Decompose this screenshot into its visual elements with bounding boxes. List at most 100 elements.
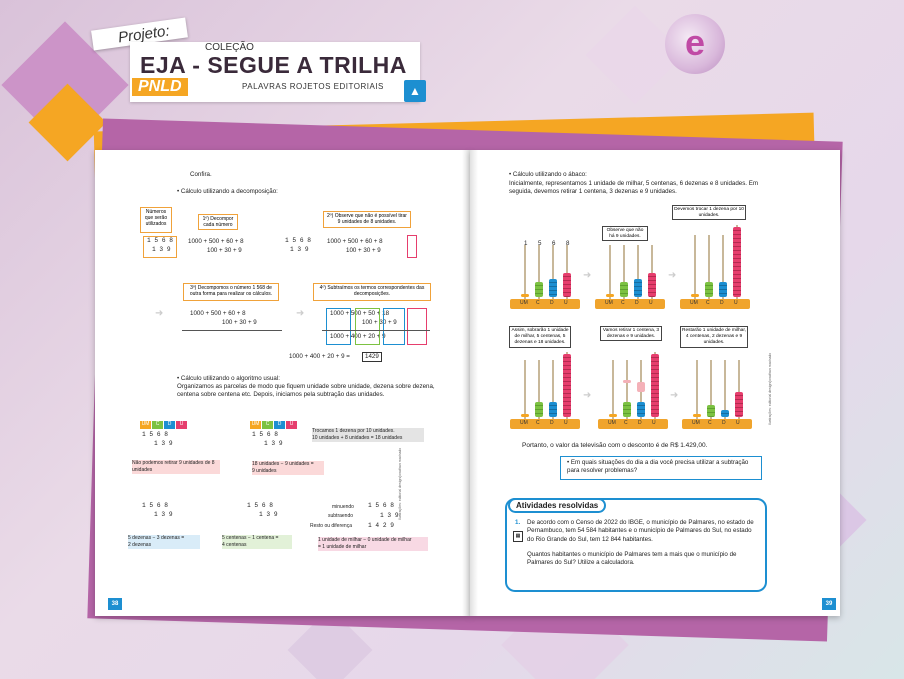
rod [694,235,696,300]
bead [721,410,729,417]
portanto-text: Portanto, o valor da televisão com o des… [522,442,708,449]
n2-value: 1 3 9 [152,246,171,253]
base-label-u: U [564,300,568,306]
a5-result: 1 4 2 9 [368,522,394,529]
bead [634,279,642,297]
col-num-6: 6 [552,240,556,247]
col-header-d: D [164,421,175,429]
bead [563,354,571,417]
e1-value: 1000 + 500 + 60 + 8 [190,310,246,317]
a3-note-line2: 2 dezenas [128,541,152,548]
base-label-c: C [621,300,625,306]
col-header-u: U [176,421,187,429]
base-label-u: U [736,420,740,426]
bead [707,405,715,417]
alg-block-4: 1 5 6 8 1 3 9 [245,492,305,532]
bead [691,294,699,297]
box-observe: 2º) Observe que não é possível tirar 9 u… [323,211,411,228]
a5-note-line1: 1 unidade de milhar − 0 unidade de milha… [318,537,412,543]
bead [563,273,571,297]
a5-bottom: 1 3 9 [380,512,399,519]
right-page-number: 39 [822,598,836,610]
alg-block-3: 1 5 6 8 1 3 9 [140,492,200,532]
base-label-u: U [734,300,738,306]
rod [626,360,628,420]
abacus-base [598,419,668,429]
f1-value: 1000 + 500 + 50 + 18 [330,310,390,317]
rod [566,245,568,300]
header: Projeto: COLEÇÃO EJA - SEGUE A TRILHA PN… [0,0,904,120]
d2-value-2: 100 + 30 + 9 [346,247,381,254]
a4-bottom: 1 3 9 [259,511,278,518]
a1-note: Não podemos retirar 9 unidades de 8 unid… [132,460,220,474]
callout-devemos: Devemos trocar 1 dezena por 10 unidades. [672,205,746,220]
rod [609,245,611,300]
col-header-d: D [274,421,285,429]
num-box-1 [143,236,177,258]
a2-note: Trocamos 1 dezena por 10 unidades. 10 un… [312,428,424,442]
callout-observe: Observe que não há 9 unidades. [602,226,648,241]
abacus-4: UM C D U [510,352,580,430]
rod [552,245,554,300]
bead [620,282,628,297]
left-page-number: 38 [108,598,122,610]
base-label-u: U [652,420,656,426]
abaco-text: Inicialmente, representamos 1 unidade de… [509,180,759,196]
arrow-right-icon: ➜ [668,270,677,281]
f-underline [322,330,430,331]
bead [549,279,557,297]
base-label-c: C [708,420,712,426]
col-num-8: 8 [566,240,570,247]
alg-title: • Cálculo utilizando o algoritmo usual: [177,375,280,382]
question-box [560,456,762,480]
base-label-d: D [550,300,554,306]
bead [521,414,529,417]
base-label-d: D [722,420,726,426]
alg-block-1: UM C D U 1 5 6 8 1 3 9 [140,421,200,471]
rod [612,360,614,420]
a2-bottom: 1 3 9 [264,440,283,447]
right-side-credit: Ilustrações: editorial design/jonathan m… [768,352,772,425]
box-numeros: Números que serão utilizados [140,207,172,233]
d1-value: 1000 + 500 + 60 + 8 [188,238,244,245]
bead [637,382,645,392]
abacus-base [682,419,752,429]
bead [637,402,645,417]
base-label-c: C [536,300,540,306]
question-text: • Em quais situações do dia a dia você p… [567,459,749,475]
book-spine [462,150,478,616]
callout-assim: Assim, sobrarão 1 unidade de milhar, 5 c… [509,326,571,348]
abacus-6: UM C D U [682,352,752,430]
abacus-2: UM C D U [595,245,665,310]
bead [623,402,631,417]
base-label-u: U [649,300,653,306]
arrow-right-icon: ➜ [670,390,679,401]
rod [623,245,625,300]
alg-block-2: UM C D U 1 5 6 8 1 3 9 [250,421,310,471]
atividades-box [505,498,767,592]
box-decompor: 1º) Decompor cada número [198,214,238,230]
rod [722,235,724,300]
rod [696,360,698,420]
col-num-5: 5 [538,240,542,247]
bead [606,294,614,297]
bead [651,354,659,417]
arrow-right-icon: ➜ [155,308,164,319]
n1-value-2: 1 5 6 8 [285,237,311,244]
pnld-badge: PNLD [132,78,188,96]
e2-value: 100 + 30 + 9 [222,319,257,326]
col-header-um: UM [250,421,261,429]
rod [538,360,540,420]
a3-top: 1 5 6 8 [142,502,168,509]
a2-note-line1: Trocamos 1 dezena por 10 unidades. [312,428,395,434]
f-box-3 [383,308,405,345]
a5-note-line2: = 1 unidade de milhar [318,543,367,550]
abacus-base [680,299,750,309]
n2-value-2: 1 3 9 [290,246,309,253]
arrow-right-icon: ➜ [583,270,592,281]
alg-block-5: minuendo subtraendo Resto ou diferença 1… [310,492,430,532]
abacus-5: UM C D U [598,352,668,430]
atividade-question: Quantos habitantes o município de Palmar… [527,551,737,567]
rod [724,360,726,420]
a2-note-line4: 9 unidades [252,467,277,474]
